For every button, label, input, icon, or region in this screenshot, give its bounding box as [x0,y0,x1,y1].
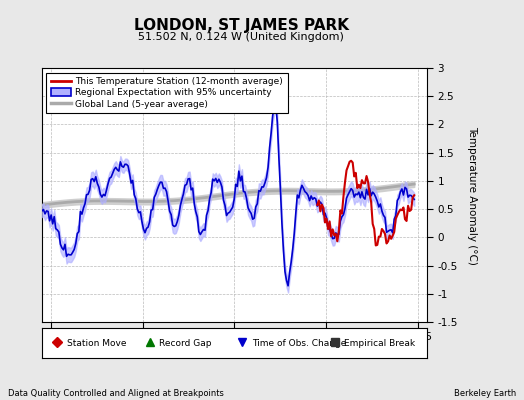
Text: LONDON, ST JAMES PARK: LONDON, ST JAMES PARK [134,18,348,33]
Text: Record Gap: Record Gap [159,339,212,348]
Legend: This Temperature Station (12-month average), Regional Expectation with 95% uncer: This Temperature Station (12-month avera… [47,72,288,113]
Text: Station Move: Station Move [67,339,126,348]
Text: Empirical Break: Empirical Break [344,339,416,348]
Text: Berkeley Earth: Berkeley Earth [454,389,516,398]
Text: Data Quality Controlled and Aligned at Breakpoints: Data Quality Controlled and Aligned at B… [8,389,224,398]
Text: Time of Obs. Change: Time of Obs. Change [252,339,346,348]
Text: 51.502 N, 0.124 W (United Kingdom): 51.502 N, 0.124 W (United Kingdom) [138,32,344,42]
Y-axis label: Temperature Anomaly (°C): Temperature Anomaly (°C) [467,126,477,264]
